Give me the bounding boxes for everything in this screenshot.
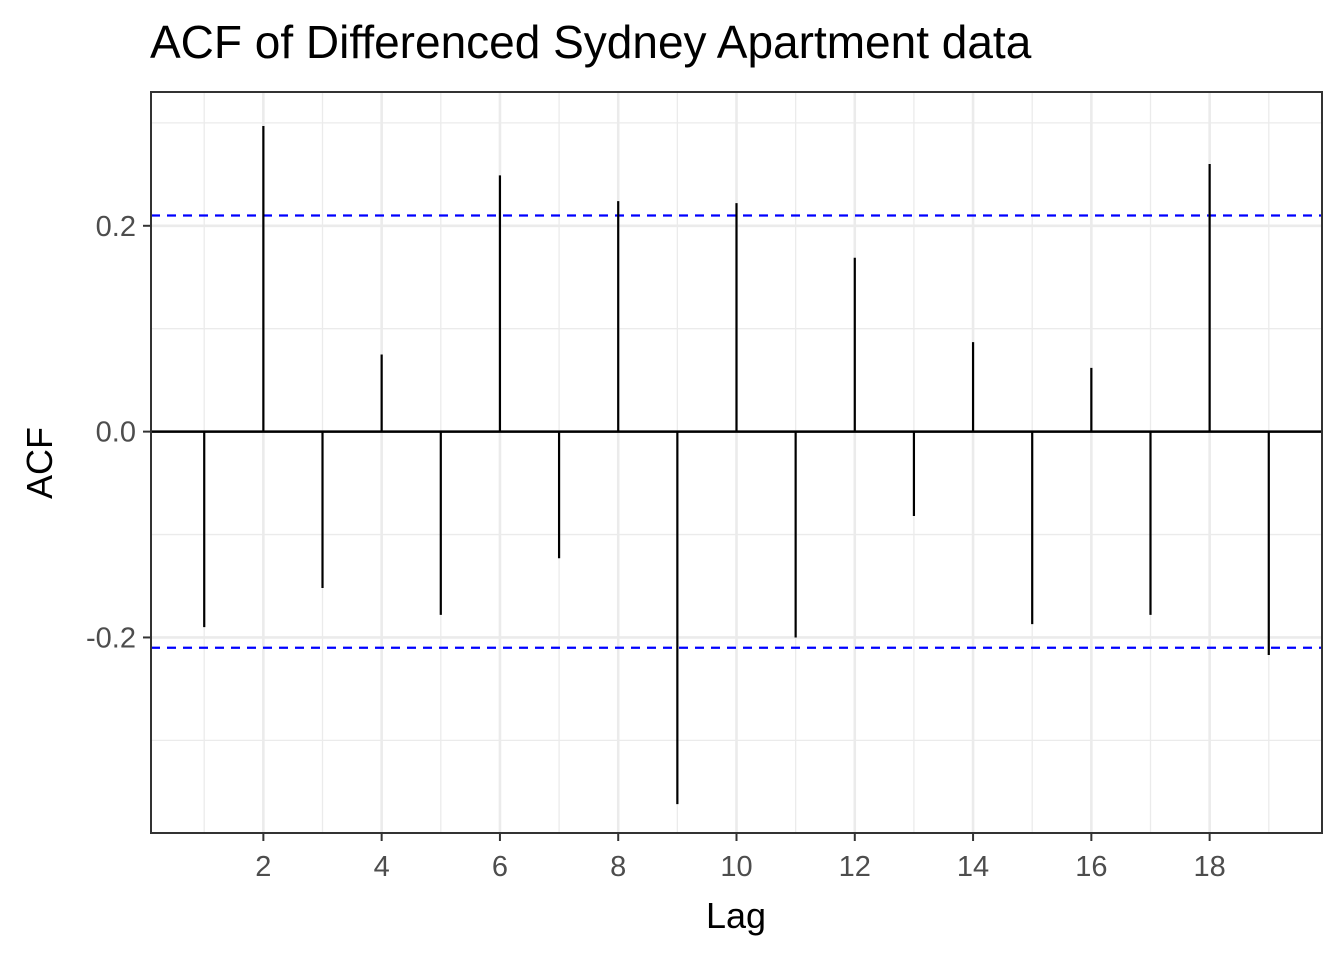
x-tick-label: 18: [1193, 851, 1225, 883]
chart-title: ACF of Differenced Sydney Apartment data: [150, 16, 1032, 68]
x-tick-label: 8: [610, 851, 626, 883]
x-tick-label: 16: [1075, 851, 1107, 883]
y-tick-label: 0.0: [96, 417, 136, 449]
x-tick-label: 4: [374, 851, 390, 883]
x-axis-title: Lag: [706, 895, 766, 936]
y-tick-label: 0.2: [96, 211, 136, 243]
x-axis: 2 4 6 8 10 12 14 16 18: [255, 833, 1226, 883]
y-axis-title: ACF: [19, 427, 60, 499]
x-tick-label: 10: [720, 851, 752, 883]
y-tick-label: -0.2: [86, 622, 136, 654]
x-tick-label: 2: [255, 851, 271, 883]
y-axis: -0.2 0.0 0.2: [86, 211, 151, 654]
x-tick-label: 6: [492, 851, 508, 883]
x-tick-label: 12: [839, 851, 871, 883]
x-tick-label: 14: [957, 851, 989, 883]
acf-stems: [203, 125, 1270, 805]
